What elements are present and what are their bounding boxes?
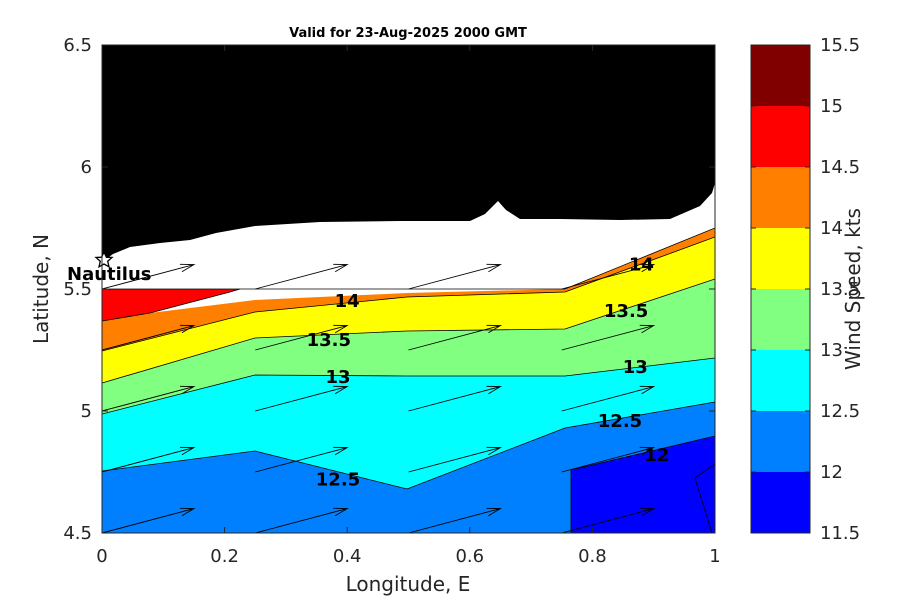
x-tick-label: 0 — [96, 546, 107, 567]
wind-vector — [561, 385, 656, 412]
wind-vector — [255, 385, 349, 412]
x-tick-label: 0.4 — [333, 546, 362, 567]
contour-label: 13.5 — [307, 330, 351, 351]
plot-area — [102, 45, 715, 533]
colorbar-swatch — [751, 472, 810, 533]
colorbar-swatch — [751, 411, 810, 472]
wind-vector — [255, 507, 349, 533]
colorbar-tick-label: 13.5 — [820, 279, 860, 300]
x-tick-label: 0.8 — [578, 546, 607, 567]
contour-label: 12 — [644, 445, 669, 466]
site-marker: Nautilus — [67, 250, 152, 285]
wind-vector — [408, 324, 503, 351]
colorbar-tick-label: 11.5 — [820, 523, 860, 544]
x-axis: 0 0.2 0.4 0.6 0.8 1 — [96, 45, 721, 567]
x-tick-label: 1 — [709, 546, 720, 567]
y-tick-label: 6.5 — [63, 35, 92, 56]
colorbar-label: Wind Speed, kts — [841, 208, 865, 370]
contour-line-14 — [102, 236, 715, 352]
wind-vector — [255, 324, 349, 351]
colorbar-tick-label: 12 — [820, 462, 843, 483]
colorbar-swatch — [751, 106, 810, 167]
contour-line-14.5 — [102, 288, 241, 322]
contour-label: 14 — [629, 255, 654, 276]
contour-label: 12.5 — [316, 469, 360, 490]
wind-vector — [408, 507, 503, 533]
chart-title: Valid for 23-Aug-2025 2000 GMT — [289, 26, 527, 41]
wind-vector — [561, 507, 656, 533]
colorbar-swatch — [751, 289, 810, 350]
contour-label: 13.5 — [604, 301, 648, 322]
wind-vector — [102, 446, 196, 473]
site-star-icon — [94, 250, 114, 269]
wind-vector — [408, 385, 503, 412]
wind-vector — [102, 385, 196, 412]
band-12.5-13 — [102, 358, 715, 489]
band-13.5-14 — [102, 237, 715, 383]
contour-label: 13 — [623, 357, 648, 378]
contour-line-12.5 — [102, 401, 715, 490]
wind-vector — [255, 446, 349, 473]
x-tick-label: 0.2 — [210, 546, 239, 567]
colorbar-swatch — [751, 228, 810, 289]
x-axis-label: Longitude, E — [346, 572, 471, 596]
y-tick-label: 5 — [81, 401, 92, 422]
y-tick-label: 6 — [81, 157, 92, 178]
colorbar-tick-label: 13 — [820, 340, 843, 361]
wind-vector — [408, 263, 503, 290]
colorbar-tick-label: 14 — [820, 218, 843, 239]
y-tick-label: 5.5 — [63, 279, 92, 300]
colorbar-tick-label: 15 — [820, 96, 843, 117]
band-12-12.5 — [102, 402, 715, 533]
site-label: Nautilus — [67, 264, 152, 285]
x-tick-label: 0.6 — [455, 546, 484, 567]
contour-line-12b — [694, 463, 715, 479]
contour-label: 12.5 — [598, 411, 642, 432]
contour-line-12c — [694, 477, 713, 533]
y-axis-label: Latitude, N — [29, 234, 53, 344]
wind-vector — [561, 263, 656, 290]
wind-vector — [561, 324, 656, 351]
contour-label: 13 — [325, 367, 350, 388]
colorbar-tick-label: 15.5 — [820, 35, 860, 56]
band-13-13.5 — [102, 279, 715, 414]
wind-vector — [255, 263, 349, 290]
colorbar-swatch — [751, 167, 810, 228]
wind-vector — [102, 324, 196, 351]
wind-vectors — [102, 263, 656, 533]
y-tick-label: 4.5 — [63, 523, 92, 544]
band-11.5-12 — [571, 436, 715, 533]
coastline — [102, 183, 715, 300]
contour-lines — [102, 236, 715, 533]
y-axis: 4.5 5 5.5 6 6.5 — [63, 35, 715, 544]
colorbar-swatch — [751, 45, 810, 106]
wind-vector — [102, 507, 196, 533]
contour-line-13.5 — [102, 278, 715, 384]
contour-label: 14 — [335, 291, 360, 312]
colorbar-swatch — [751, 350, 810, 411]
contour-line-13 — [102, 357, 715, 415]
wind-vector — [102, 263, 196, 290]
wind-vector — [408, 446, 503, 473]
wind-speed-bands — [102, 227, 715, 533]
wind-vector — [561, 446, 656, 473]
band-14.5-15 — [102, 289, 240, 321]
colorbar: 11.5 12 12.5 13 13.5 14 14.5 15 15.5 — [750, 35, 860, 544]
colorbar-tick-label: 14.5 — [820, 157, 860, 178]
colorbar-tick-label: 12.5 — [820, 401, 860, 422]
